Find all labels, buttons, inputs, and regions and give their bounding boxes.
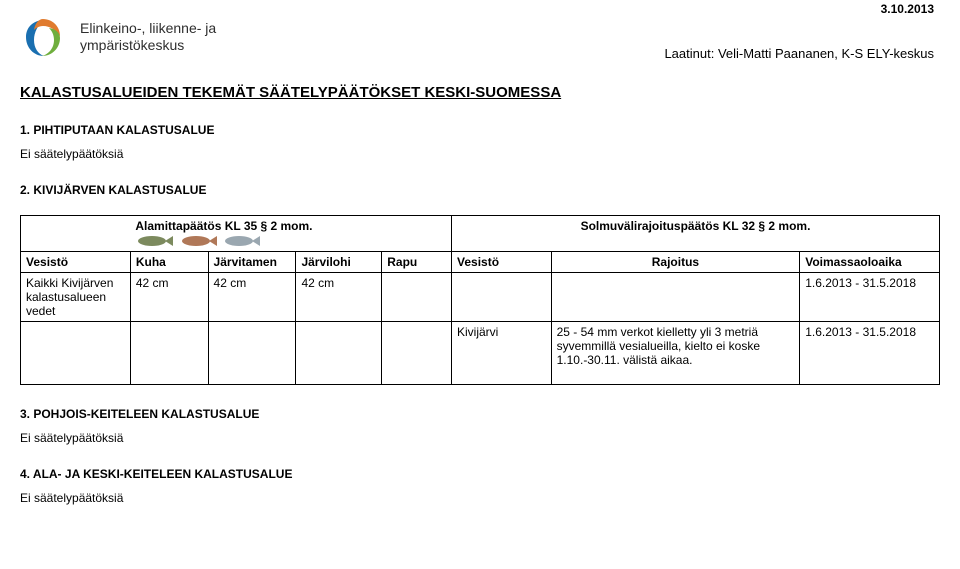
fish-icon (179, 234, 219, 248)
author-line: Laatinut: Veli-Matti Paananen, K-S ELY-k… (664, 46, 934, 61)
cell (21, 321, 131, 384)
table-subhead-row: Alamittapäätös KL 35 § 2 mom. Solmuvälir… (21, 216, 940, 252)
col-vesisto: Vesistö (21, 251, 131, 272)
cell (21, 216, 131, 252)
cell (382, 321, 452, 384)
page-root: 3.10.2013 Laatinut: Veli-Matti Paananen,… (0, 0, 960, 569)
table-row: Kivijärvi 25 - 54 mm verkot kielletty yl… (21, 321, 940, 384)
cell (208, 321, 296, 384)
table-head-row: Vesistö Kuha Järvitamen Järvilohi Rapu V… (21, 251, 940, 272)
section-4: 4. ALA- JA KESKI-KEITELEEN KALASTUSALUE (20, 467, 940, 481)
col-jarvilohi: Järvilohi (296, 251, 382, 272)
cell: 42 cm (296, 272, 382, 321)
cell (551, 272, 800, 321)
section-1-note: Ei säätelypäätöksiä (20, 147, 940, 161)
cell: 42 cm (208, 272, 296, 321)
right-subhead: Solmuvälirajoituspäätös KL 32 § 2 mom. (452, 216, 940, 252)
col-vesisto2: Vesistö (452, 251, 552, 272)
org-line1: Elinkeino-, liikenne- ja (80, 20, 216, 37)
section-3: 3. POHJOIS-KEITELEEN KALASTUSALUE (20, 407, 940, 421)
section-2: 2. KIVIJÄRVEN KALASTUSALUE (20, 183, 940, 197)
org-name: Elinkeino-, liikenne- ja ympäristökeskus (80, 20, 216, 54)
left-subhead-text: Alamittapäätös KL 35 § 2 mom. (135, 219, 312, 233)
doc-date: 3.10.2013 (881, 2, 934, 16)
section-4-note: Ei säätelypäätöksiä (20, 491, 940, 505)
fish-icon (135, 234, 175, 248)
cell (452, 272, 552, 321)
cell (130, 321, 208, 384)
cell: Kivijärvi (452, 321, 552, 384)
cell: 1.6.2013 - 31.5.2018 (800, 272, 940, 321)
table-row: Kaikki Kivijärven kalastusalueen vedet 4… (21, 272, 940, 321)
cell (382, 272, 452, 321)
fish-icon (222, 234, 262, 248)
section-1: 1. PIHTIPUTAAN KALASTUSALUE (20, 123, 940, 137)
col-jarvitamen: Järvitamen (208, 251, 296, 272)
cell: 42 cm (130, 272, 208, 321)
col-voimassa: Voimassaoloaika (800, 251, 940, 272)
ely-logo (20, 14, 66, 60)
section-3-note: Ei säätelypäätöksiä (20, 431, 940, 445)
cell: Kaikki Kivijärven kalastusalueen vedet (21, 272, 131, 321)
col-rapu: Rapu (382, 251, 452, 272)
regulation-table: Alamittapäätös KL 35 § 2 mom. Solmuvälir… (20, 215, 940, 385)
left-subhead: Alamittapäätös KL 35 § 2 mom. (130, 216, 451, 252)
col-rajoitus: Rajoitus (551, 251, 800, 272)
doc-title: KALASTUSALUEIDEN TEKEMÄT SÄÄTELYPÄÄTÖKSE… (20, 84, 940, 101)
col-kuha: Kuha (130, 251, 208, 272)
org-line2: ympäristökeskus (80, 37, 216, 54)
cell (296, 321, 382, 384)
cell: 25 - 54 mm verkot kielletty yli 3 metriä… (551, 321, 800, 384)
cell: 1.6.2013 - 31.5.2018 (800, 321, 940, 384)
